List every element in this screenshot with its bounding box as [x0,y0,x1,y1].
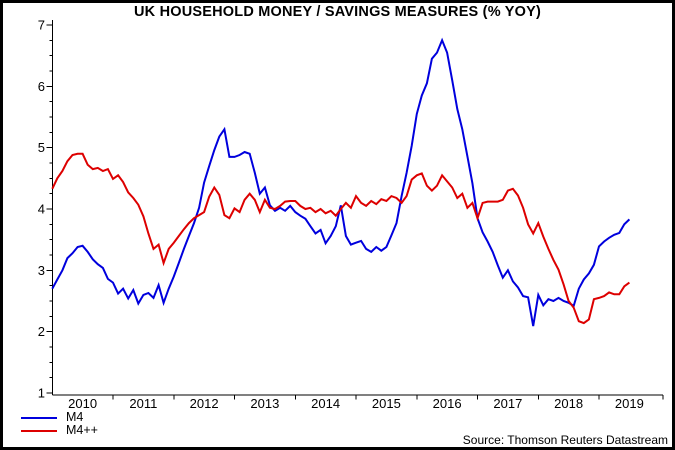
legend-item-m4pp: M4++ [21,424,98,437]
y-tick-label: 6 [38,79,45,94]
x-tick-label: 2013 [250,396,279,411]
x-tick-label: 2019 [615,396,644,411]
x-tick-label: 2018 [554,396,583,411]
x-tick-label: 2017 [493,396,522,411]
y-tick-label: 7 [38,18,45,33]
x-tick-label: 2014 [311,396,340,411]
y-tick-label: 5 [38,140,45,155]
legend-line-sample-m4pp [21,429,57,432]
x-tick-label: 2011 [129,396,157,411]
axis-labels: 1 2 3 4 5 6 7 2010 2011 2012 2013 2014 2015 2016 2017 2… [38,18,644,412]
y-tick-label: 4 [38,201,45,216]
axes [46,20,664,400]
y-tick-label: 1 [38,385,45,400]
series-line-m4 [51,152,630,325]
x-tick-label: 2010 [68,396,97,411]
x-tick-label: 2016 [433,396,462,411]
legend-item-m4: M4 [21,411,83,424]
legend-line-sample-m4 [21,416,57,419]
source-note: Source: Thomson Reuters Datastream [462,433,668,447]
y-tick-label: 2 [38,324,45,339]
series-line-m4 [51,37,631,327]
chart-canvas: 1 2 3 4 5 6 7 2010 2011 2012 2013 2014 2015 2016 2017 2… [38,18,664,412]
legend-label-m4pp: M4++ [66,423,98,437]
legend-label-m4: M4 [66,410,84,424]
y-tick-label: 3 [38,263,45,278]
chart-title: UK HOUSEHOLD MONEY / SAVINGS MEASURES (%… [134,4,541,20]
x-tick-label: 2015 [372,396,401,411]
x-tick-label: 2012 [190,396,219,411]
